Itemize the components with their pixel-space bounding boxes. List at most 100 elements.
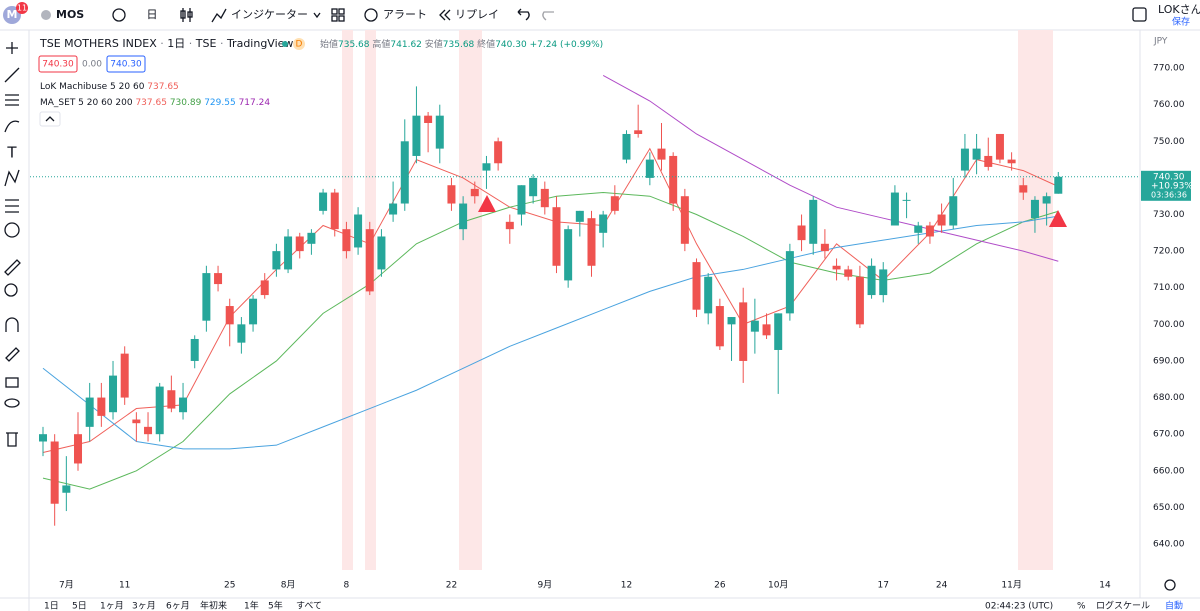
stay-drawing-tool[interactable] xyxy=(5,347,20,362)
clock: 02:44:23 (UTC) xyxy=(985,602,1053,611)
candle-body xyxy=(412,115,421,156)
undo-icon[interactable] xyxy=(517,8,530,21)
ohlc-value: 735.68 xyxy=(338,40,370,50)
indicator-legend: LoK Machibuse 5 20 60 737.65 xyxy=(40,82,179,92)
range-button[interactable]: 5年 xyxy=(268,600,283,611)
time-tick-label: 14 xyxy=(1099,581,1111,591)
replay-button[interactable]: リプレイ xyxy=(455,8,499,21)
candle-body xyxy=(295,236,304,252)
range-button[interactable]: 1年 xyxy=(244,600,259,611)
price-tick-label: 710.00 xyxy=(1153,283,1185,293)
candle-body xyxy=(424,115,433,123)
alert-icon[interactable] xyxy=(364,8,378,22)
indicator-value: 717.24 xyxy=(239,98,271,108)
candle-body xyxy=(890,192,899,226)
save-button[interactable]: 保存 xyxy=(1172,16,1190,28)
range-button[interactable]: 6ヶ月 xyxy=(166,601,190,611)
last-price-change: +10.93% xyxy=(1151,181,1193,191)
signal-triangle xyxy=(478,195,496,212)
candle-body xyxy=(435,115,444,149)
ohlc-label: 終値 xyxy=(477,38,495,50)
candle-body xyxy=(260,280,269,296)
plot-area xyxy=(39,74,1063,526)
replay-icon[interactable] xyxy=(439,9,451,21)
range-button[interactable]: 1ヶ月 xyxy=(100,601,124,611)
user-name[interactable]: LOKさん xyxy=(1158,3,1200,16)
price-tick-label: 730.00 xyxy=(1153,210,1185,220)
brush-tool[interactable] xyxy=(4,120,20,133)
zoom-tool[interactable] xyxy=(4,283,18,297)
collapse-legend-button[interactable] xyxy=(39,111,61,127)
bar-countdown: 03:36:36 xyxy=(1151,190,1187,199)
candle-body xyxy=(132,419,141,424)
time-tick-label: 12 xyxy=(621,581,632,591)
candle-body xyxy=(692,262,701,310)
log-scale-toggle[interactable]: ログスケール xyxy=(1096,600,1150,611)
candle-body xyxy=(1030,199,1039,219)
ohlc-value: 740.30 xyxy=(495,40,527,50)
delete-tool[interactable] xyxy=(6,432,18,447)
candle-body xyxy=(50,441,59,504)
range-button[interactable]: 5日 xyxy=(72,601,87,611)
candle-body xyxy=(937,214,946,226)
avatar[interactable] xyxy=(3,6,21,24)
symbol-title: TSE MOTHERS INDEX xyxy=(39,37,157,50)
candle-body xyxy=(564,229,573,281)
prediction-tool[interactable] xyxy=(5,199,19,213)
pattern-tool[interactable] xyxy=(4,169,20,187)
candle-body xyxy=(482,163,491,171)
lock-tool[interactable] xyxy=(5,377,19,388)
candle-body xyxy=(1042,196,1051,204)
layout-save-icon[interactable] xyxy=(1132,7,1147,22)
indicator-value: 729.55 xyxy=(204,98,236,108)
interval-button[interactable]: 日 xyxy=(147,8,158,21)
range-button[interactable]: すべて xyxy=(296,601,322,611)
auto-scale-toggle[interactable]: 自動 xyxy=(1165,600,1183,611)
chart-type-icon[interactable] xyxy=(180,8,193,22)
candle-body xyxy=(949,196,958,226)
icons-tool[interactable] xyxy=(4,222,20,238)
candle-body xyxy=(995,133,1004,160)
sell-box[interactable] xyxy=(38,55,78,73)
candle-body xyxy=(1054,176,1063,194)
text-tool[interactable]: T xyxy=(6,144,17,162)
time-tick-label: 26 xyxy=(714,581,726,591)
add-symbol-icon[interactable] xyxy=(112,8,126,22)
candle-body xyxy=(389,203,398,215)
indicators-icon[interactable] xyxy=(211,8,227,23)
hide-tool[interactable] xyxy=(4,398,20,408)
line-tool[interactable] xyxy=(4,67,20,83)
candle-body xyxy=(797,225,806,241)
crosshair-tool[interactable] xyxy=(6,42,18,54)
candle-body xyxy=(494,141,503,164)
symbol[interactable]: MOS xyxy=(56,8,84,21)
time-tick-label: 9月 xyxy=(537,580,552,591)
fib-tool[interactable] xyxy=(5,94,19,106)
dropdown-icon[interactable] xyxy=(313,12,321,19)
avatar-letter: M xyxy=(7,8,18,21)
candle-body xyxy=(914,225,923,233)
notification-badge xyxy=(16,2,28,14)
measure-tool[interactable] xyxy=(4,259,21,276)
alert-button[interactable]: アラート xyxy=(383,8,427,21)
redo-icon[interactable] xyxy=(542,11,554,21)
range-button[interactable]: 1日 xyxy=(44,601,59,611)
candle-body xyxy=(832,265,841,270)
candle-body xyxy=(97,397,106,416)
ohlc-value: 735.68 xyxy=(443,40,475,50)
range-button[interactable]: 年初来 xyxy=(200,600,227,611)
candle-body xyxy=(634,130,643,134)
signal-zones xyxy=(342,30,1053,570)
magnet-tool[interactable] xyxy=(5,317,19,332)
indicator-name: MA_SET 5 20 60 200 xyxy=(40,98,133,108)
candle-body xyxy=(657,148,666,160)
buy-box[interactable] xyxy=(106,55,146,73)
last-price-label: 740.30 xyxy=(1153,172,1185,182)
layout-icon[interactable] xyxy=(331,8,345,22)
range-button[interactable]: 3ヶ月 xyxy=(132,601,156,611)
indicator-value: 737.65 xyxy=(147,82,179,92)
percent-toggle[interactable]: % xyxy=(1077,602,1086,611)
price-tick-label: 660.00 xyxy=(1153,466,1185,476)
indicators-button[interactable]: インジケーター xyxy=(231,8,308,21)
settings-icon[interactable] xyxy=(1164,579,1176,591)
